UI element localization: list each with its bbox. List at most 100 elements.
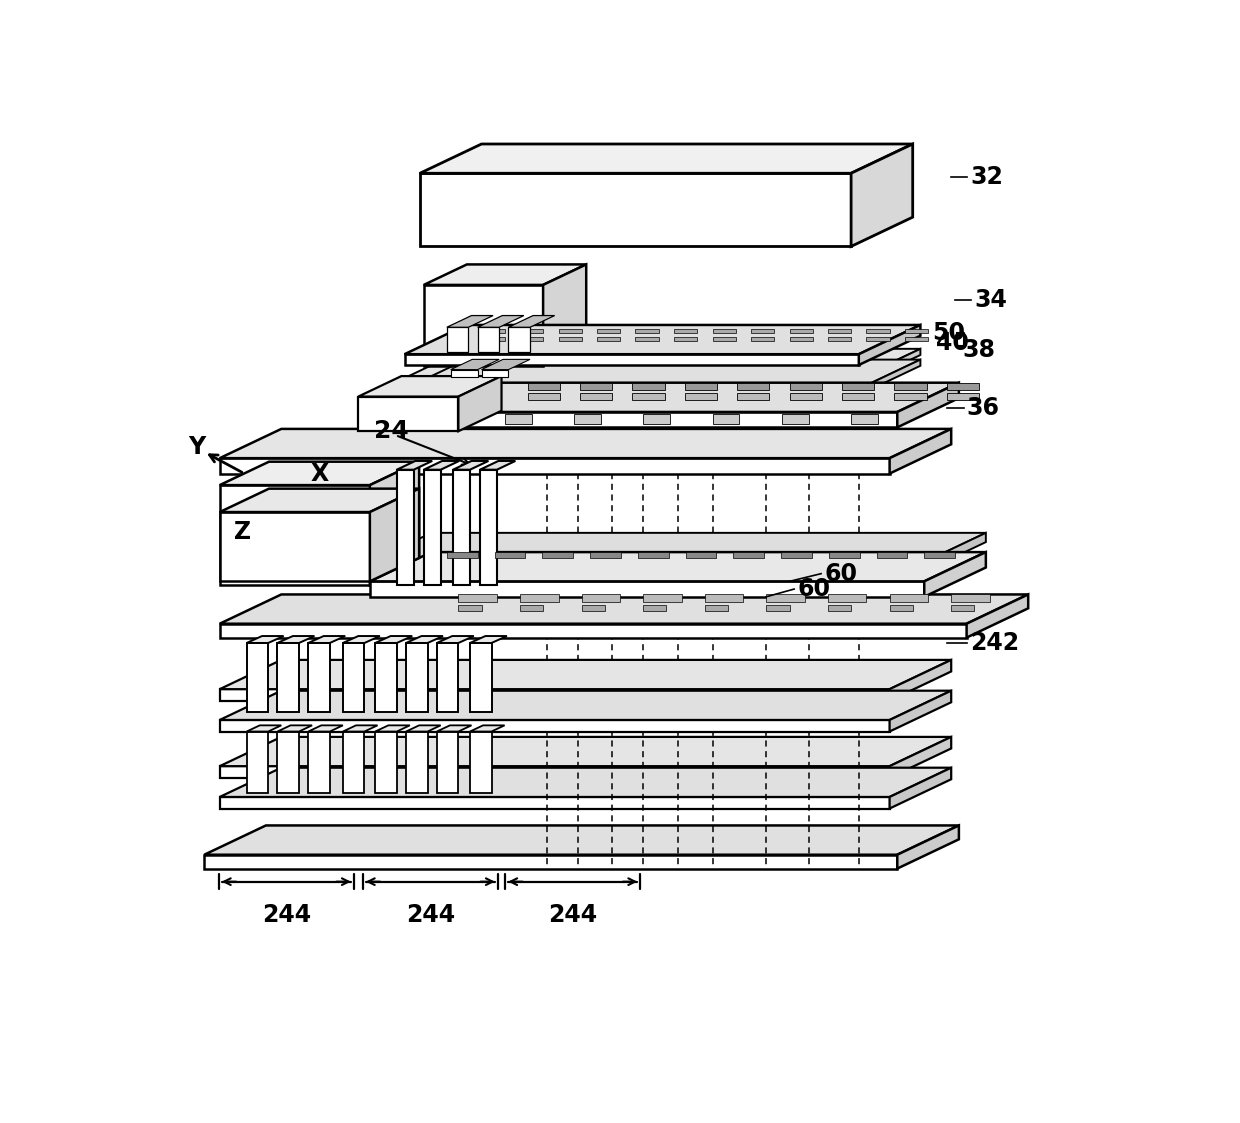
Polygon shape — [453, 469, 470, 585]
Text: 244: 244 — [262, 903, 311, 928]
Polygon shape — [370, 489, 419, 582]
Polygon shape — [376, 636, 412, 643]
Polygon shape — [420, 173, 851, 246]
Polygon shape — [247, 636, 284, 643]
Polygon shape — [894, 393, 926, 400]
Polygon shape — [405, 636, 443, 643]
Polygon shape — [219, 512, 370, 582]
Polygon shape — [404, 349, 920, 378]
Polygon shape — [574, 414, 601, 423]
Polygon shape — [859, 349, 920, 384]
Polygon shape — [219, 462, 419, 485]
Polygon shape — [205, 825, 959, 855]
Polygon shape — [558, 337, 582, 341]
Polygon shape — [436, 731, 459, 793]
Polygon shape — [446, 553, 477, 558]
Polygon shape — [684, 393, 717, 400]
Polygon shape — [528, 383, 560, 391]
Polygon shape — [459, 605, 481, 611]
Polygon shape — [867, 337, 889, 341]
Polygon shape — [446, 327, 469, 351]
Polygon shape — [481, 359, 529, 369]
Polygon shape — [481, 337, 505, 341]
Polygon shape — [470, 643, 491, 712]
Polygon shape — [219, 720, 889, 731]
Polygon shape — [635, 329, 658, 334]
Polygon shape — [889, 660, 951, 701]
Polygon shape — [404, 325, 920, 354]
Polygon shape — [894, 383, 926, 391]
Polygon shape — [558, 329, 582, 334]
Polygon shape — [424, 264, 587, 285]
Polygon shape — [219, 660, 951, 690]
Polygon shape — [582, 594, 620, 602]
Polygon shape — [644, 414, 670, 423]
Polygon shape — [495, 553, 526, 558]
Polygon shape — [219, 768, 951, 797]
Polygon shape — [405, 725, 440, 731]
Polygon shape — [420, 144, 913, 173]
Polygon shape — [751, 337, 774, 341]
Polygon shape — [790, 383, 822, 391]
Polygon shape — [905, 329, 928, 334]
Polygon shape — [924, 553, 955, 558]
Polygon shape — [520, 594, 558, 602]
Polygon shape — [404, 378, 859, 384]
Text: 32: 32 — [971, 165, 1003, 189]
Polygon shape — [219, 429, 951, 458]
Polygon shape — [632, 383, 665, 391]
Polygon shape — [470, 725, 505, 731]
Polygon shape — [424, 460, 459, 469]
Polygon shape — [859, 325, 920, 365]
Polygon shape — [684, 383, 717, 391]
Polygon shape — [481, 329, 505, 334]
Polygon shape — [704, 594, 743, 602]
Text: 242: 242 — [971, 631, 1019, 655]
Polygon shape — [358, 396, 459, 431]
Polygon shape — [459, 594, 497, 602]
Text: Y: Y — [188, 436, 206, 459]
Polygon shape — [481, 369, 508, 377]
Polygon shape — [343, 636, 379, 643]
Polygon shape — [635, 337, 658, 341]
Polygon shape — [404, 389, 859, 395]
Text: 60: 60 — [825, 562, 857, 586]
Polygon shape — [737, 383, 770, 391]
Polygon shape — [450, 369, 477, 377]
Polygon shape — [851, 144, 913, 246]
Polygon shape — [889, 429, 951, 474]
Polygon shape — [520, 337, 543, 341]
Polygon shape — [520, 605, 543, 611]
Polygon shape — [580, 393, 613, 400]
Polygon shape — [951, 605, 975, 611]
Polygon shape — [376, 731, 397, 793]
Polygon shape — [889, 605, 913, 611]
Polygon shape — [828, 337, 851, 341]
Polygon shape — [370, 532, 986, 563]
Polygon shape — [470, 731, 491, 793]
Polygon shape — [790, 337, 812, 341]
Text: 38: 38 — [962, 338, 996, 363]
Polygon shape — [508, 316, 554, 327]
Polygon shape — [828, 329, 851, 334]
Polygon shape — [205, 855, 898, 868]
Text: 244: 244 — [405, 903, 455, 928]
Polygon shape — [766, 594, 805, 602]
Polygon shape — [851, 414, 878, 423]
Polygon shape — [219, 485, 370, 585]
Polygon shape — [543, 264, 587, 366]
Polygon shape — [397, 469, 414, 585]
Polygon shape — [675, 329, 697, 334]
Polygon shape — [790, 329, 812, 334]
Polygon shape — [713, 337, 735, 341]
Polygon shape — [219, 690, 889, 701]
Polygon shape — [424, 469, 440, 585]
Polygon shape — [675, 337, 697, 341]
Polygon shape — [309, 643, 330, 712]
Polygon shape — [644, 594, 682, 602]
Text: X: X — [311, 462, 329, 485]
Polygon shape — [376, 725, 410, 731]
Polygon shape — [842, 383, 874, 391]
Polygon shape — [278, 643, 299, 712]
Text: 24: 24 — [373, 419, 408, 444]
